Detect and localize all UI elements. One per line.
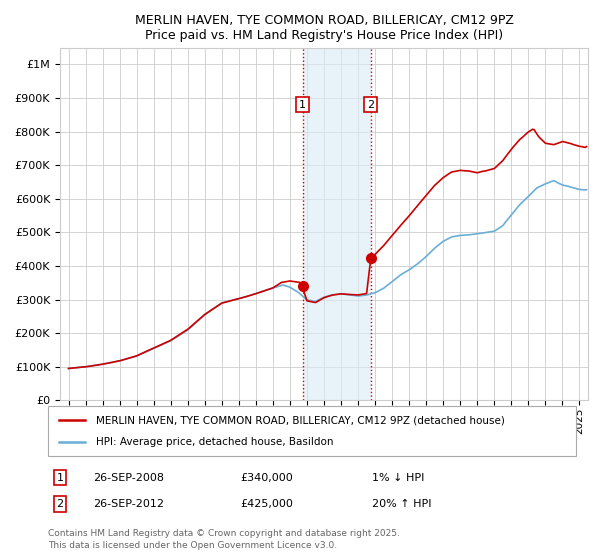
Text: 1: 1 <box>299 100 306 110</box>
Text: This data is licensed under the Open Government Licence v3.0.: This data is licensed under the Open Gov… <box>48 542 337 550</box>
Text: 26-SEP-2012: 26-SEP-2012 <box>93 499 164 509</box>
Text: 20% ↑ HPI: 20% ↑ HPI <box>372 499 431 509</box>
Text: 2: 2 <box>56 499 64 509</box>
Text: £425,000: £425,000 <box>240 499 293 509</box>
FancyBboxPatch shape <box>48 406 576 456</box>
Title: MERLIN HAVEN, TYE COMMON ROAD, BILLERICAY, CM12 9PZ
Price paid vs. HM Land Regis: MERLIN HAVEN, TYE COMMON ROAD, BILLERICA… <box>134 14 514 42</box>
Text: 2: 2 <box>367 100 374 110</box>
Text: 1% ↓ HPI: 1% ↓ HPI <box>372 473 424 483</box>
Text: MERLIN HAVEN, TYE COMMON ROAD, BILLERICAY, CM12 9PZ (detached house): MERLIN HAVEN, TYE COMMON ROAD, BILLERICA… <box>95 415 505 425</box>
Bar <box>302 48 371 400</box>
Text: HPI: Average price, detached house, Basildon: HPI: Average price, detached house, Basi… <box>95 437 333 447</box>
Text: 1: 1 <box>56 473 64 483</box>
Text: £340,000: £340,000 <box>240 473 293 483</box>
Text: Contains HM Land Registry data © Crown copyright and database right 2025.: Contains HM Land Registry data © Crown c… <box>48 529 400 538</box>
Text: 26-SEP-2008: 26-SEP-2008 <box>93 473 164 483</box>
